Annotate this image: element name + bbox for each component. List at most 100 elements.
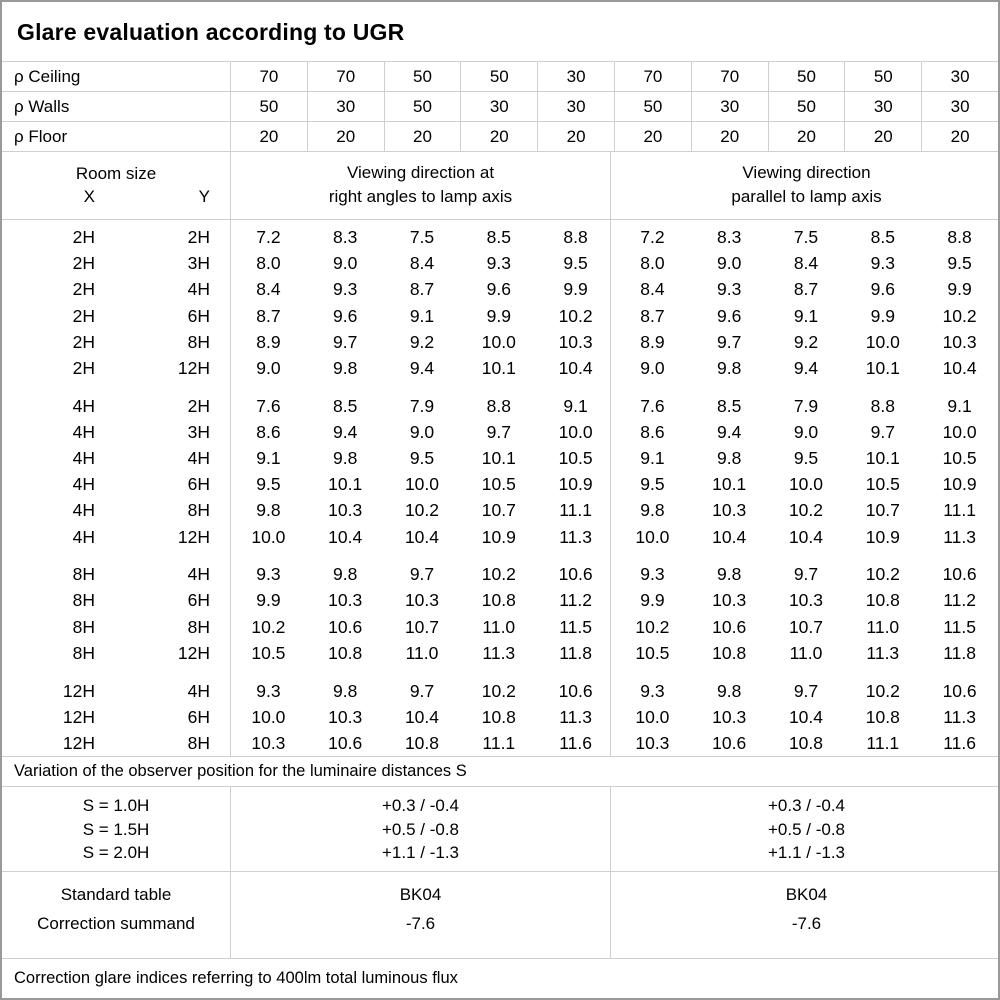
- reflectance-value: 20: [537, 122, 614, 151]
- ugr-value-right-angles: 10.3: [404, 590, 440, 611]
- room-y-value: 2H: [187, 227, 210, 247]
- ugr-value-parallel: 10.8: [865, 706, 900, 727]
- reflectance-value: 50: [230, 92, 307, 121]
- ugr-value-right-angles: 10.3: [328, 500, 363, 521]
- spacing-label: S = 1.5H: [82, 819, 150, 839]
- ugr-value-parallel: 8.7: [793, 279, 819, 300]
- room-y-value: 8H: [187, 616, 210, 637]
- ugr-value-right-angles: 9.3: [256, 680, 281, 701]
- spacing-value: +0.5 / -0.8: [767, 819, 846, 839]
- reflectance-value: 20: [614, 122, 691, 151]
- ugr-value-right-angles: 9.5: [409, 448, 435, 468]
- room-size-label: Room size: [75, 164, 157, 183]
- ugr-value-parallel: 9.3: [640, 680, 665, 701]
- room-x-value: 4H: [72, 500, 95, 521]
- ugr-value-parallel: 7.9: [793, 395, 819, 416]
- ugr-value-right-angles: 8.7: [256, 305, 281, 326]
- room-x-value: 4H: [72, 474, 95, 495]
- ugr-row: 4H 6H 9.5 10.1 10.0 10.5 10.9 9.5 10.1 10.0 10.5 10…: [2, 471, 998, 497]
- ugr-row: 4H 3H 8.6 9.4 9.0 9.7 10.0 8.6 9.4 9.0 9.7 10.0: [2, 419, 998, 445]
- ugr-value-parallel: 10.2: [635, 616, 670, 637]
- ugr-value-right-angles: 10.2: [251, 616, 286, 637]
- heading-parallel: Viewing direction parallel to lamp axis: [610, 152, 998, 219]
- ugr-value-right-angles: 10.2: [481, 680, 516, 701]
- ugr-value-parallel: 11.3: [943, 706, 976, 727]
- reflectance-value: 30: [537, 92, 614, 121]
- ugr-value-parallel: 10.4: [788, 526, 824, 547]
- ugr-row: 4H 4H 9.1 9.8 9.5 10.1 10.5 9.1 9.8 9.5 10.1 10.5: [2, 445, 998, 471]
- ugr-value-parallel: 10.5: [865, 474, 900, 495]
- room-y-value: 3H: [187, 421, 210, 442]
- room-y-value: 12H: [177, 642, 210, 663]
- ugr-value-parallel: 10.5: [942, 448, 977, 468]
- ugr-value-right-angles: 10.4: [404, 706, 440, 727]
- ugr-row: 12H 4H 9.3 9.8 9.7 10.2 10.6 9.3 9.8 9.7 10.2 10.6: [2, 678, 998, 704]
- ugr-value-right-angles: 9.7: [409, 680, 435, 701]
- room-x-value: 4H: [72, 448, 95, 468]
- room-y-value: 6H: [187, 590, 210, 611]
- room-y-value: 4H: [187, 564, 210, 585]
- ugr-value-right-angles: 10.0: [251, 706, 286, 727]
- ugr-value-parallel: 9.7: [793, 564, 819, 585]
- ugr-value-right-angles: 7.2: [256, 227, 281, 247]
- ugr-value-right-angles: 8.7: [409, 279, 435, 300]
- reflectance-value: 20: [690, 122, 768, 151]
- ugr-value-right-angles: 11.8: [559, 642, 592, 663]
- ugr-row: 2H 8H 8.9 9.7 9.2 10.0 10.3 8.9 9.7 9.2 10.0 10.3: [2, 329, 998, 355]
- ugr-value-parallel: 9.9: [640, 590, 665, 611]
- ugr-value-right-angles: 9.5: [256, 474, 281, 495]
- ugr-value-parallel: 10.9: [865, 526, 900, 547]
- ugr-value-right-angles: 9.1: [256, 448, 281, 468]
- ugr-row: 4H 12H 10.0 10.4 10.4 10.9 11.3 10.0 10.4 10.4 10.…: [2, 524, 998, 550]
- ugr-value-right-angles: 10.9: [558, 474, 593, 495]
- reflectance-value: 70: [306, 62, 384, 91]
- ugr-value-right-angles: 9.8: [333, 357, 358, 378]
- heading-right-angles: Viewing direction at right angles to lam…: [230, 152, 610, 219]
- ugr-value-right-angles: 10.4: [558, 357, 593, 378]
- room-x-value: 2H: [72, 227, 95, 247]
- ugr-value-parallel: 9.6: [870, 279, 895, 300]
- ugr-value-parallel: 10.2: [865, 564, 900, 585]
- reflectance-value: 50: [767, 92, 845, 121]
- ugr-value-parallel: 9.0: [793, 421, 819, 442]
- ugr-value-parallel: 9.8: [640, 500, 665, 521]
- room-x-value: 12H: [62, 680, 95, 701]
- ugr-value-parallel: 10.1: [865, 448, 900, 468]
- ugr-value-right-angles: 10.1: [328, 474, 363, 495]
- ugr-value-parallel: 9.0: [717, 253, 742, 274]
- ugr-value-parallel: 9.3: [870, 253, 895, 274]
- ugr-value-right-angles: 9.3: [333, 279, 358, 300]
- room-x-value: 8H: [72, 642, 95, 663]
- ugr-value-right-angles: 9.0: [409, 421, 435, 442]
- standard-values-parallel: BK04 -7.6: [610, 872, 998, 958]
- ugr-value-parallel: 10.0: [865, 331, 900, 352]
- column-divider: [230, 220, 231, 756]
- x-axis-label: X: [83, 187, 95, 206]
- spacing-labels: S = 1.0H S = 1.5H S = 2.0H: [2, 787, 230, 871]
- ugr-value-parallel: 8.0: [640, 253, 665, 274]
- ugr-value-right-angles: 9.3: [486, 253, 511, 274]
- ugr-value-parallel: 10.9: [942, 474, 977, 495]
- ugr-value-right-angles: 10.8: [481, 706, 516, 727]
- ugr-value-right-angles: 10.8: [328, 642, 363, 663]
- reflectance-value: 30: [460, 92, 537, 121]
- room-size-xy: X Y: [2, 185, 230, 208]
- ugr-value-right-angles: 10.7: [481, 500, 516, 521]
- reflectance-value: 50: [383, 62, 461, 91]
- ugr-value-parallel: 9.8: [717, 564, 742, 585]
- ugr-value-parallel: 11.3: [866, 642, 900, 663]
- reflectance-value: 20: [230, 122, 307, 151]
- ugr-value-parallel: 10.0: [788, 474, 824, 495]
- room-y-value: 6H: [187, 305, 210, 326]
- ugr-value-parallel: 10.4: [712, 526, 747, 547]
- ugr-value-right-angles: 8.0: [256, 253, 281, 274]
- reflectance-value: 20: [844, 122, 921, 151]
- ugr-value-right-angles: 9.8: [333, 448, 358, 468]
- reflectance-row: ρ Floor 20 20 20 20 20 20 20 20 20 20: [2, 122, 998, 152]
- ugr-value-parallel: 10.2: [942, 305, 977, 326]
- ugr-value-parallel: 9.9: [870, 305, 895, 326]
- block-gap: [2, 381, 998, 393]
- ugr-value-parallel: 11.6: [943, 732, 976, 753]
- ugr-value-parallel: 8.8: [870, 395, 895, 416]
- reflectance-value: 50: [614, 92, 691, 121]
